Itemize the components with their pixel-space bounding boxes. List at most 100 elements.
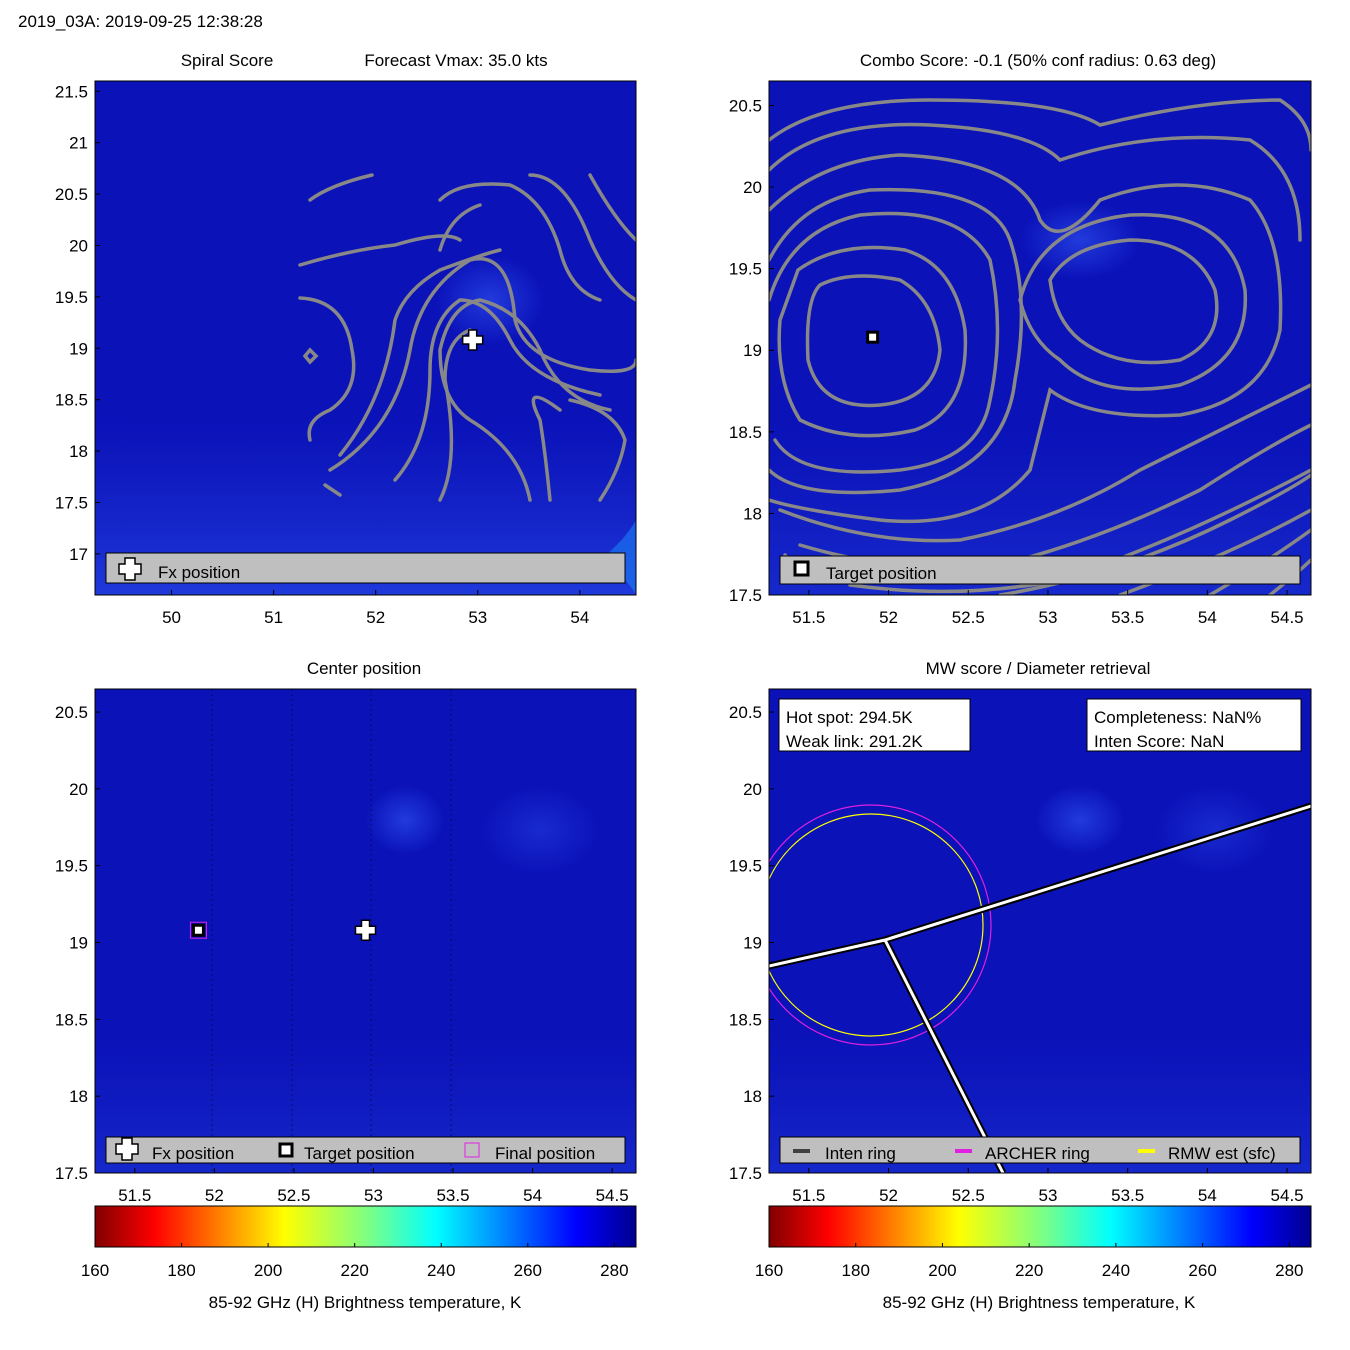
panel-title: Combo Score: -0.1 (50% conf radius: 0.63… (860, 51, 1216, 70)
x-tick-label: 51.5 (118, 1186, 151, 1205)
legend: Fx position (105, 552, 626, 584)
info-box-right: Completeness: NaN% Inten Score: NaN (1086, 698, 1302, 752)
colorbar-tick-label: 260 (514, 1261, 542, 1280)
y-tick-label: 20 (743, 780, 762, 799)
y-tick-label: 20 (69, 236, 88, 255)
legend-box (779, 555, 1301, 585)
colorbar-tick-label: 180 (167, 1261, 195, 1280)
x-tick-label: 54.5 (1271, 1186, 1304, 1205)
legend-label: ARCHER ring (985, 1144, 1090, 1163)
plot-frame (768, 80, 1312, 596)
y-tick-label: 17 (69, 545, 88, 564)
panel-title: Spiral Score (181, 51, 274, 70)
cross-icon (115, 1137, 139, 1161)
square-icon (278, 1142, 294, 1158)
x-tick-labels: 51.5 52 52.5 53 53.5 54 54.5 (118, 1186, 628, 1205)
x-tick-label: 53.5 (1111, 1186, 1144, 1205)
y-tick-label: 18.5 (55, 391, 88, 410)
y-tick-label: 20 (69, 780, 88, 799)
y-tick-label: 18 (69, 1087, 88, 1106)
x-tick-label: 52 (879, 608, 898, 627)
figure-title: 2019_03A: 2019-09-25 12:38:28 (18, 12, 263, 31)
inten-score-text: Inten Score: NaN (1094, 732, 1224, 751)
y-tick-label: 17.5 (55, 493, 88, 512)
target-position-marker (866, 330, 880, 344)
x-tick-labels: 51.5 52 52.5 53 53.5 54 54.5 (792, 1186, 1303, 1205)
colorbar-label: 85-92 GHz (H) Brightness temperature, K (883, 1293, 1196, 1312)
y-tick-labels: 17.5 18 18.5 19 19.5 20 20.5 (729, 703, 762, 1183)
y-tick-label: 18.5 (729, 423, 762, 442)
y-tick-label: 17.5 (55, 1164, 88, 1183)
x-tick-label: 50 (162, 608, 181, 627)
y-tick-label: 20.5 (55, 703, 88, 722)
panel-title: Center position (307, 659, 421, 678)
x-tick-label: 53.5 (436, 1186, 469, 1205)
square-icon (793, 560, 810, 577)
x-tick-label: 54 (570, 608, 589, 627)
colorbar-tick-label: 200 (254, 1261, 282, 1280)
y-tick-label: 19 (743, 934, 762, 953)
x-tick-label: 54.5 (1271, 608, 1304, 627)
colorbar-tick-label: 280 (1275, 1261, 1303, 1280)
cold-cloud-feature (480, 785, 600, 875)
panel-mw-score: MW score / Diameter retrieval 51.5 52 52.5… (729, 659, 1312, 1312)
colorbar-tick-label: 260 (1188, 1261, 1216, 1280)
plot-frame (94, 688, 637, 1174)
y-tick-label: 21 (69, 134, 88, 153)
x-tick-label: 54.5 (596, 1186, 629, 1205)
colorbar (94, 1205, 637, 1248)
plot-frame (94, 80, 637, 596)
markers (866, 330, 880, 344)
cold-cloud-feature (365, 785, 445, 855)
panel-center-position: Center position 51.5 52 52.5 53 53.5 54 54.5 1… (55, 659, 637, 1312)
x-tick-label: 52 (205, 1186, 224, 1205)
y-tick-label: 17.5 (729, 1164, 762, 1183)
target-position-marker (191, 923, 205, 937)
colorbar-tick-label: 240 (427, 1261, 455, 1280)
panel-combo-score: Combo Score: -0.1 (50% conf radius: 0.63… (729, 51, 1312, 627)
y-tick-label: 19.5 (55, 857, 88, 876)
x-tick-label: 51.5 (792, 608, 825, 627)
x-tick-label: 53 (364, 1186, 383, 1205)
y-tick-labels: 17 17.5 18 18.5 19 19.5 20 20.5 21 21.5 (55, 82, 88, 564)
legend-label: Fx position (158, 563, 240, 582)
y-tick-label: 19 (69, 934, 88, 953)
legend-label: Target position (304, 1144, 415, 1163)
legend-label: Inten ring (825, 1144, 896, 1163)
y-tick-labels: 17.5 18 18.5 19 19.5 20 20.5 (55, 703, 88, 1183)
legend-label: Fx position (152, 1144, 234, 1163)
y-tick-label: 17.5 (729, 586, 762, 605)
x-tick-label: 52 (366, 608, 385, 627)
y-tick-label: 18 (69, 442, 88, 461)
colorbar-tick-label: 160 (755, 1261, 783, 1280)
y-tick-label: 20.5 (55, 185, 88, 204)
y-tick-label: 19 (69, 339, 88, 358)
y-tick-label: 21.5 (55, 82, 88, 101)
y-tick-label: 19.5 (729, 857, 762, 876)
colorbar-tick-label: 180 (842, 1261, 870, 1280)
legend-label: RMW est (sfc) (1168, 1144, 1276, 1163)
score-contours (298, 173, 636, 502)
inten-ring-spokes (769, 802, 1311, 1173)
completeness-text: Completeness: NaN% (1094, 708, 1261, 727)
panel-spiral-score: Spiral Score Forecast Vmax: 35.0 kts (55, 51, 637, 627)
legend: Fx position Target position Final positi… (105, 1136, 626, 1164)
legend: Inten ring ARCHER ring RMW est (sfc) (779, 1136, 1301, 1164)
x-tick-label: 52.5 (952, 608, 985, 627)
x-tick-label: 52 (879, 1186, 898, 1205)
cold-cloud-feature (1155, 785, 1275, 875)
x-tick-labels: 50 51 52 53 54 (162, 608, 589, 627)
y-tick-label: 18 (743, 504, 762, 523)
markers (189, 919, 377, 941)
colorbar-tick-label: 280 (600, 1261, 628, 1280)
legend-box (105, 1136, 626, 1164)
y-tick-label: 18.5 (729, 1010, 762, 1029)
x-tick-label: 51 (264, 608, 283, 627)
y-tick-label: 18 (743, 1087, 762, 1106)
cold-cloud-feature (1035, 785, 1125, 855)
colorbar-tick-label: 220 (340, 1261, 368, 1280)
magenta-square-icon (464, 1142, 480, 1158)
x-tick-label: 52.5 (952, 1186, 985, 1205)
y-tick-labels: 17.5 18 18.5 19 19.5 20 20.5 (729, 96, 762, 605)
